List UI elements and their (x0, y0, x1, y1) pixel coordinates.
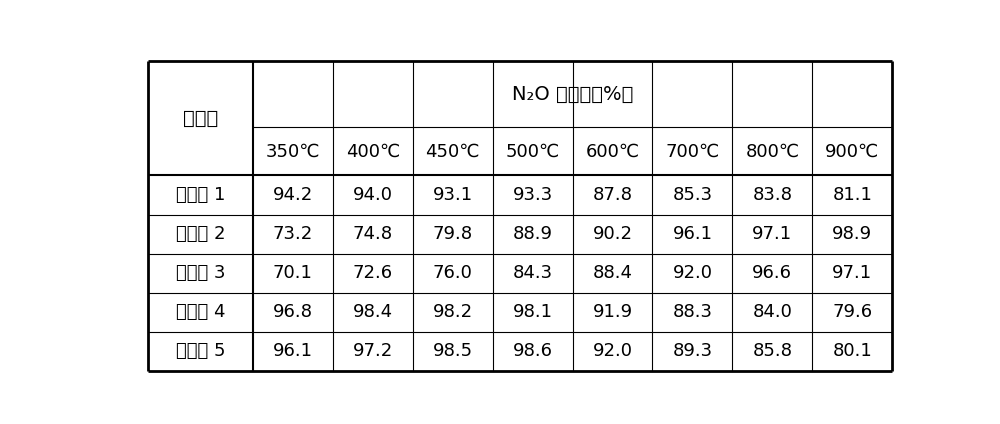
Text: 88.9: 88.9 (513, 225, 553, 243)
Text: 350℃: 350℃ (266, 142, 320, 160)
Text: 800℃: 800℃ (745, 142, 799, 160)
Text: 72.6: 72.6 (353, 264, 393, 282)
Text: 98.4: 98.4 (353, 303, 393, 321)
Text: 700℃: 700℃ (665, 142, 720, 160)
Text: 900℃: 900℃ (825, 142, 879, 160)
Text: 85.8: 85.8 (752, 342, 792, 360)
Text: 催化剑 5: 催化剑 5 (176, 342, 225, 360)
Text: 450℃: 450℃ (425, 142, 480, 160)
Text: 88.3: 88.3 (672, 303, 712, 321)
Text: 催化剑 4: 催化剑 4 (176, 303, 225, 321)
Text: 96.1: 96.1 (273, 342, 313, 360)
Text: 93.3: 93.3 (512, 186, 553, 204)
Text: 92.0: 92.0 (593, 342, 633, 360)
Text: 94.0: 94.0 (353, 186, 393, 204)
Text: 催化剑: 催化剑 (183, 109, 218, 128)
Text: 98.6: 98.6 (513, 342, 553, 360)
Text: 90.2: 90.2 (593, 225, 633, 243)
Text: 催化剑 2: 催化剑 2 (176, 225, 225, 243)
Text: 76.0: 76.0 (433, 264, 473, 282)
Text: 97.2: 97.2 (353, 342, 393, 360)
Text: 70.1: 70.1 (273, 264, 313, 282)
Text: 500℃: 500℃ (505, 142, 560, 160)
Text: 91.9: 91.9 (592, 303, 633, 321)
Text: 97.1: 97.1 (832, 264, 872, 282)
Text: 85.3: 85.3 (672, 186, 713, 204)
Text: 94.2: 94.2 (273, 186, 313, 204)
Text: 74.8: 74.8 (353, 225, 393, 243)
Text: 84.3: 84.3 (513, 264, 553, 282)
Text: 79.8: 79.8 (433, 225, 473, 243)
Text: 600℃: 600℃ (585, 142, 640, 160)
Text: 88.4: 88.4 (593, 264, 633, 282)
Text: 96.1: 96.1 (672, 225, 712, 243)
Text: 84.0: 84.0 (752, 303, 792, 321)
Text: N₂O 转化率（%）: N₂O 转化率（%） (512, 84, 633, 103)
Text: 98.1: 98.1 (513, 303, 553, 321)
Text: 83.8: 83.8 (752, 186, 792, 204)
Text: 98.9: 98.9 (832, 225, 872, 243)
Text: 98.5: 98.5 (433, 342, 473, 360)
Text: 400℃: 400℃ (346, 142, 400, 160)
Text: 80.1: 80.1 (832, 342, 872, 360)
Text: 73.2: 73.2 (273, 225, 313, 243)
Text: 97.1: 97.1 (752, 225, 792, 243)
Text: 96.6: 96.6 (752, 264, 792, 282)
Text: 81.1: 81.1 (832, 186, 872, 204)
Text: 87.8: 87.8 (593, 186, 633, 204)
Text: 89.3: 89.3 (672, 342, 713, 360)
Text: 93.1: 93.1 (433, 186, 473, 204)
Text: 96.8: 96.8 (273, 303, 313, 321)
Text: 92.0: 92.0 (672, 264, 712, 282)
Text: 催化剑 1: 催化剑 1 (176, 186, 225, 204)
Text: 催化剑 3: 催化剑 3 (176, 264, 225, 282)
Text: 79.6: 79.6 (832, 303, 872, 321)
Text: 98.2: 98.2 (433, 303, 473, 321)
